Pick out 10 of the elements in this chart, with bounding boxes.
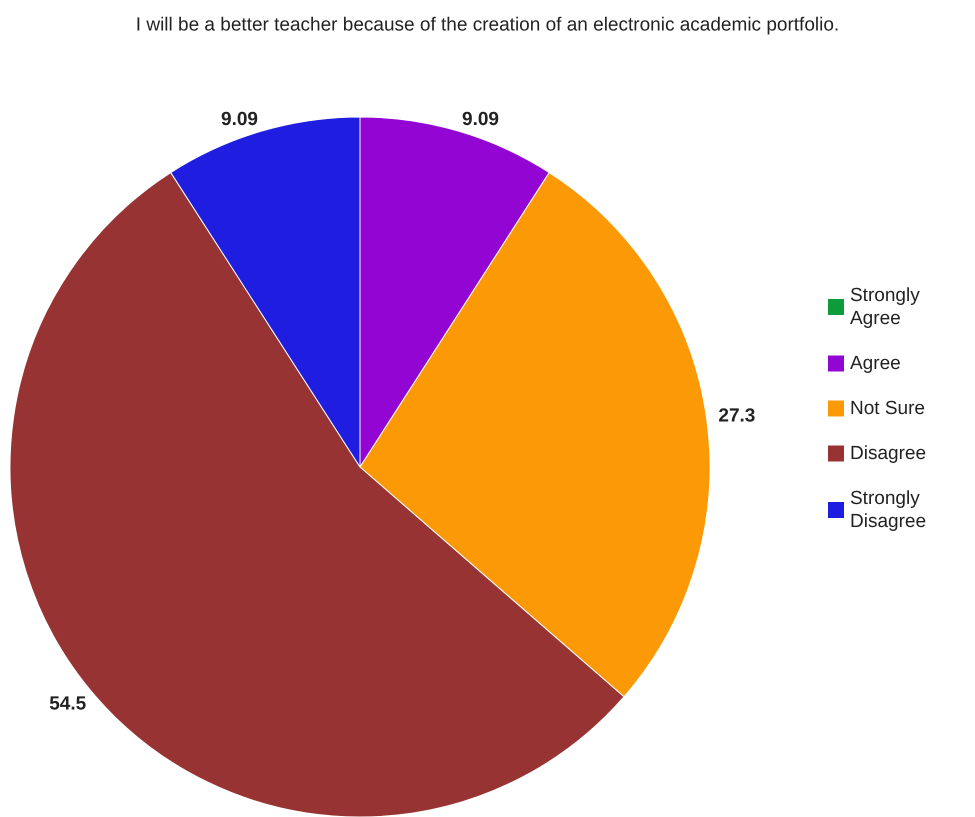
chart-title: I will be a better teacher because of the creation of an electronic academic portfolio. — [136, 14, 840, 36]
data-label: 9.09 — [462, 109, 499, 130]
legend-label: Not Sure — [850, 398, 925, 419]
data-label: 27.3 — [718, 405, 756, 426]
legend-label: Strongly Agree — [850, 285, 925, 329]
legend-label: Strongly Disagree — [850, 488, 926, 532]
data-label: 54.5 — [49, 693, 87, 714]
legend-label: Disagree — [850, 443, 926, 464]
data-label: 9.09 — [221, 109, 258, 130]
legend-label: Agree — [850, 353, 901, 374]
